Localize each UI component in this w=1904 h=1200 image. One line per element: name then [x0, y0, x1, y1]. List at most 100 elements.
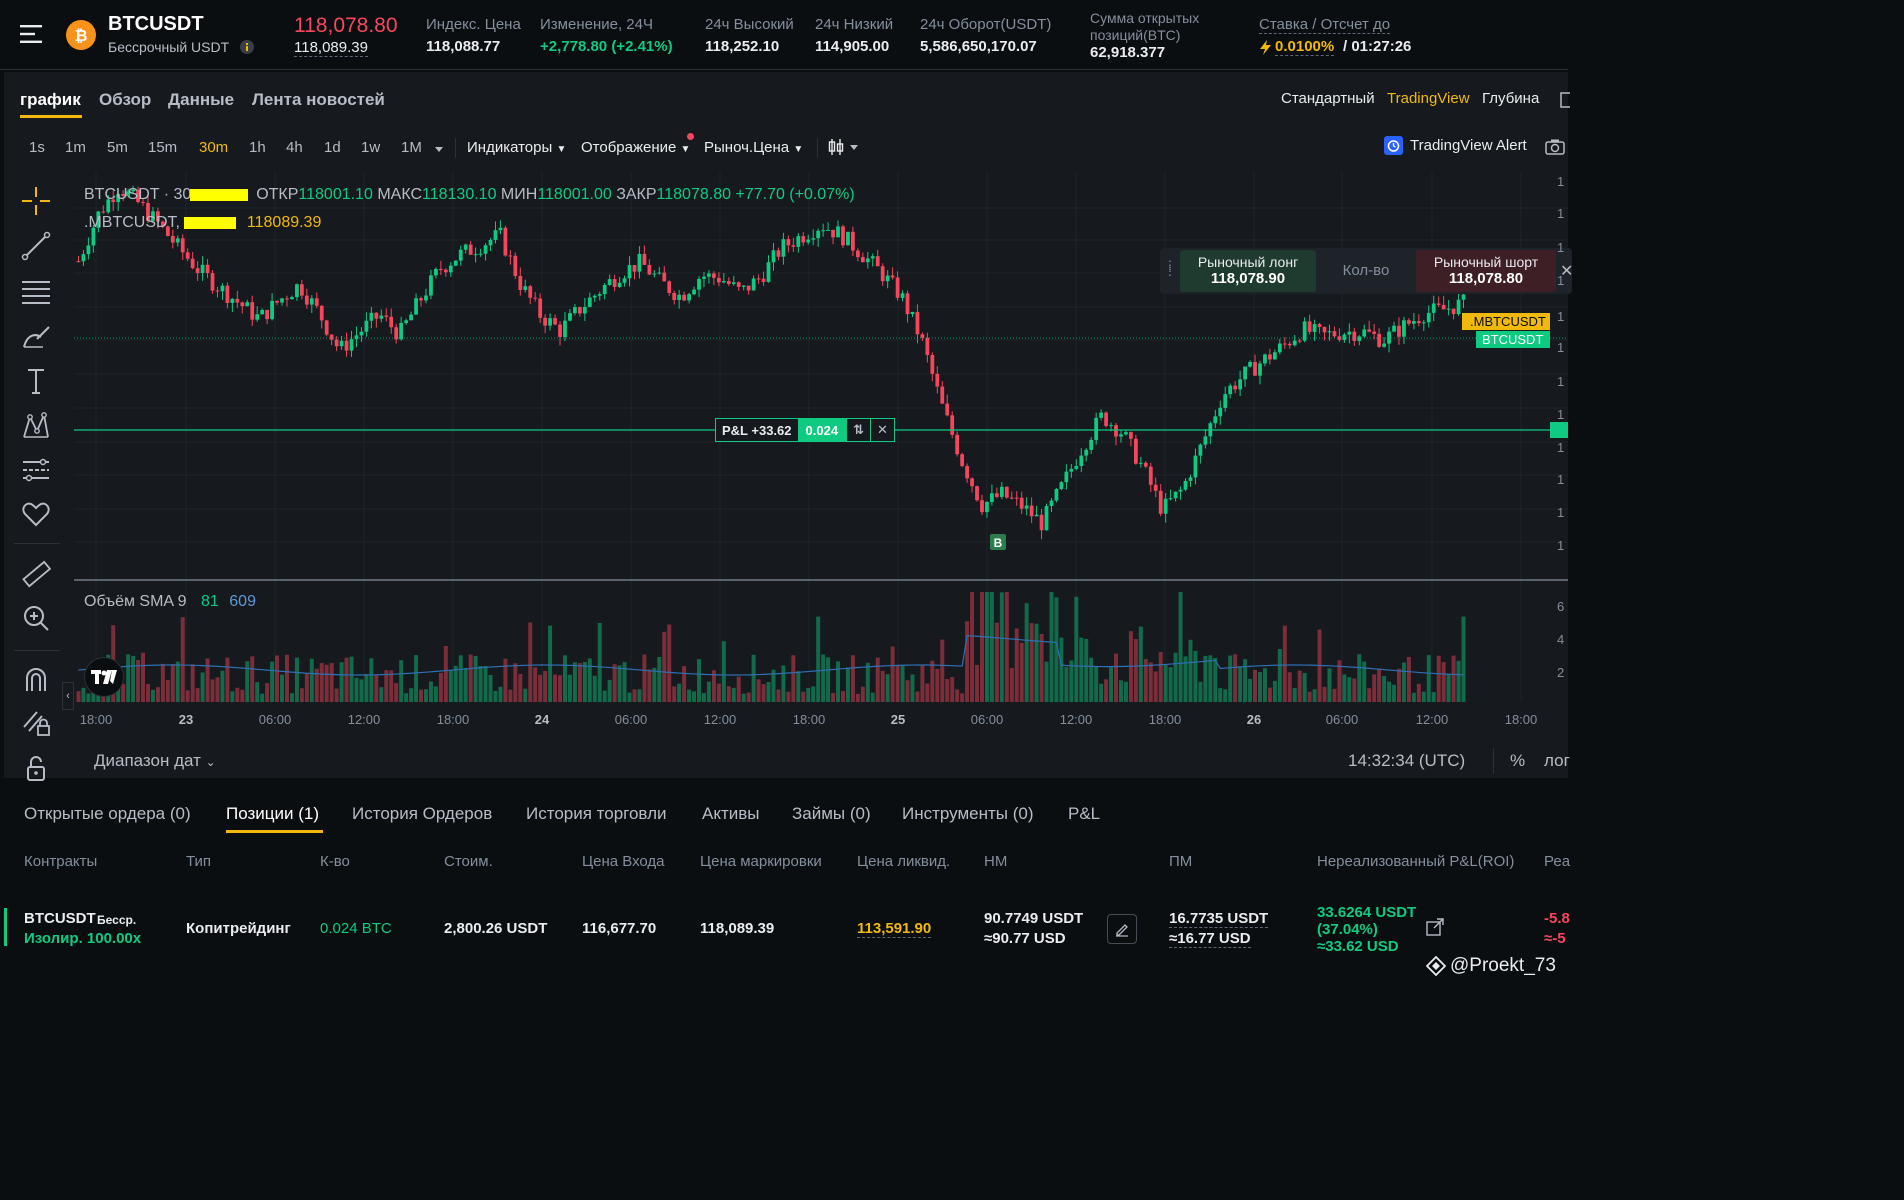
mark-price[interactable]: 118,089.39	[294, 39, 368, 57]
close-position-icon[interactable]: ✕	[869, 419, 894, 441]
layout-icon[interactable]	[1560, 92, 1574, 112]
tf-1s[interactable]: 1s	[29, 139, 45, 156]
y-tick-label: 1	[1557, 538, 1565, 553]
tab-chart[interactable]: график	[20, 90, 81, 109]
volume-bar	[1282, 625, 1287, 702]
candle	[270, 300, 274, 320]
lock-drawings-icon[interactable]	[18, 704, 54, 740]
market-long-button[interactable]: Рыночный лонг 118,078.90	[1180, 250, 1316, 292]
utc-clock[interactable]: 14:32:34 (UTC)	[1348, 751, 1466, 770]
tab-instruments[interactable]: Инструменты (0)	[902, 804, 1034, 823]
indicators-button[interactable]: Индикаторы ▼	[467, 139, 566, 156]
table-row[interactable]: BTCUSDT Бесср. Изолир. 100.00x Копитрейд…	[0, 888, 1570, 968]
reverse-arrows-icon[interactable]: ⇅	[846, 419, 870, 441]
candle	[1044, 506, 1049, 531]
quantity-input[interactable]: Кол-во	[1342, 262, 1390, 279]
percent-scale-toggle[interactable]: %	[1510, 751, 1526, 770]
camera-icon[interactable]	[1545, 138, 1565, 160]
trend-line-icon[interactable]	[18, 228, 54, 264]
position-symbol[interactable]: BTCUSDT	[24, 910, 96, 927]
tab-trade-history[interactable]: История торговли	[526, 804, 667, 823]
col-liq-price: Цена ликвид.	[857, 853, 951, 870]
candle	[920, 334, 925, 338]
candle	[478, 253, 483, 255]
candle	[1407, 320, 1411, 324]
crosshair-icon[interactable]	[18, 183, 54, 219]
position-margin-mode[interactable]: Изолир. 100.00x	[24, 930, 142, 947]
candle-type-icon[interactable]	[828, 138, 860, 160]
text-tool-icon[interactable]	[18, 363, 54, 399]
market-short-button[interactable]: Рыночный шорт 118,078.80	[1416, 250, 1556, 292]
edit-margin-icon[interactable]	[1107, 914, 1137, 944]
symbol-title[interactable]: BTCUSDT	[108, 13, 204, 35]
tf-15m[interactable]: 15m	[148, 139, 178, 156]
candle	[369, 312, 374, 321]
tf-1M[interactable]: 1M	[401, 139, 422, 156]
position-liq[interactable]: 113,591.90	[857, 920, 932, 938]
tf-1w[interactable]: 1w	[361, 139, 381, 156]
candle	[275, 300, 279, 303]
tf-1d[interactable]: 1d	[324, 139, 341, 156]
volume-bar	[905, 680, 910, 702]
position-mm-usdt[interactable]: 16.7735 USDT	[1169, 910, 1269, 928]
candle	[875, 256, 880, 267]
candle	[1332, 331, 1337, 337]
display-button[interactable]: Отображение ▼	[581, 139, 690, 156]
tab-order-history[interactable]: История Ордеров	[352, 804, 493, 823]
tf-1m[interactable]: 1m	[65, 139, 86, 156]
collapse-arrow-icon[interactable]: ‹	[62, 682, 74, 710]
tab-pnl[interactable]: P&L	[1068, 804, 1101, 823]
candle	[151, 211, 155, 221]
ruler-icon[interactable]	[18, 556, 54, 592]
funding-label[interactable]: Ставка / Отсчет до	[1259, 16, 1391, 34]
tf-4h[interactable]: 4h	[286, 139, 303, 156]
tf-30m[interactable]: 30m	[199, 139, 229, 156]
tab-open-orders[interactable]: Открытые ордера (0)	[24, 804, 191, 823]
log-scale-toggle[interactable]: лог	[1544, 751, 1570, 770]
favorites-heart-icon[interactable]	[18, 496, 54, 532]
timeframe-dropdown-icon[interactable]	[434, 141, 444, 158]
tab-loans[interactable]: Займы (0)	[792, 804, 871, 823]
tab-assets[interactable]: Активы	[702, 804, 760, 823]
pattern-icon[interactable]	[18, 408, 54, 444]
funding-rate[interactable]: 0.0100%	[1275, 38, 1335, 56]
volume-bar	[940, 639, 945, 702]
tab-data[interactable]: Данные	[168, 90, 235, 109]
tf-5m[interactable]: 5m	[107, 139, 128, 156]
tab-positions[interactable]: Позиции (1)	[226, 804, 320, 823]
volume-bar	[309, 658, 314, 702]
lightning-icon	[1260, 40, 1271, 60]
info-icon[interactable]	[240, 40, 254, 59]
menu-icon[interactable]	[20, 24, 42, 49]
candle	[334, 339, 339, 347]
tf-1h[interactable]: 1h	[249, 139, 266, 156]
brush-icon[interactable]	[18, 318, 54, 354]
zoom-in-icon[interactable]	[18, 600, 54, 636]
candle	[994, 493, 999, 497]
tab-overview[interactable]: Обзор	[99, 90, 152, 109]
share-icon[interactable]	[1426, 918, 1444, 941]
close-icon[interactable]: ✕	[1560, 263, 1574, 280]
tab-news[interactable]: Лента новостей	[252, 90, 385, 109]
tradingview-alert-button[interactable]: TradingView Alert	[1384, 136, 1527, 155]
market-price-button[interactable]: Рыноч.Цена ▼	[704, 139, 803, 156]
candle	[880, 266, 885, 282]
candle	[290, 297, 294, 300]
tradingview-logo[interactable]	[84, 657, 124, 697]
candle	[627, 265, 632, 279]
candle	[399, 322, 404, 340]
position-mm-usd[interactable]: ≈16.77 USD	[1169, 930, 1251, 948]
magnet-icon[interactable]	[18, 661, 54, 697]
date-range-button[interactable]: Диапазон дат ⌄	[94, 751, 216, 771]
candle	[1133, 438, 1138, 464]
volume-bar	[855, 693, 860, 702]
fib-retracement-icon[interactable]	[18, 453, 54, 489]
volume-bar	[304, 673, 309, 702]
drag-handle-icon[interactable]: ⋮ ⋮	[1164, 258, 1176, 278]
view-tradingview[interactable]: TradingView	[1387, 90, 1470, 107]
view-depth[interactable]: Глубина	[1482, 90, 1540, 107]
unlock-icon[interactable]	[18, 750, 54, 786]
candle	[389, 316, 394, 328]
view-standard[interactable]: Стандартный	[1281, 90, 1375, 107]
horizontal-lines-icon[interactable]	[18, 273, 54, 309]
